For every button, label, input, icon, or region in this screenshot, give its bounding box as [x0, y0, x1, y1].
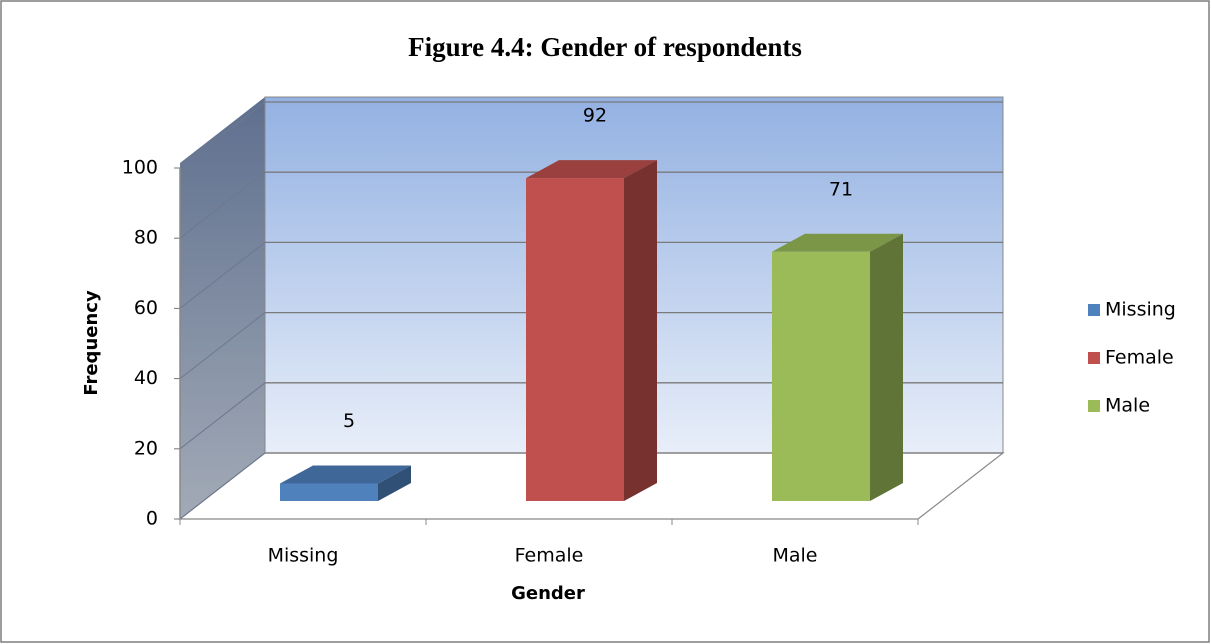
x-tick-label: Female — [515, 545, 584, 567]
bar — [772, 251, 870, 501]
y-tick-label: 80 — [134, 227, 158, 249]
bar-side — [378, 465, 411, 501]
bar — [280, 483, 378, 501]
value-label: 92 — [583, 105, 607, 127]
legend-label: Missing — [1105, 299, 1176, 321]
y-tick-label: 20 — [134, 437, 158, 459]
x-tick-label: Missing — [268, 545, 339, 567]
bar-top — [772, 233, 903, 252]
legend-swatch — [1088, 304, 1100, 316]
legend-label: Male — [1105, 395, 1150, 417]
y-tick-label: 100 — [122, 157, 158, 179]
side-wall — [180, 97, 265, 519]
legend-swatch — [1088, 352, 1100, 364]
grid-line — [179, 171, 266, 239]
chart-title: Figure 4.4: Gender of respondents — [408, 32, 802, 62]
bar-top — [280, 465, 411, 484]
y-axis-title: Frequency — [81, 290, 102, 396]
bar-side — [870, 233, 903, 502]
y-tick-label: 0 — [146, 508, 158, 530]
legend-label: Female — [1105, 347, 1174, 369]
bar-side — [624, 160, 657, 501]
grid-line — [179, 101, 266, 169]
y-tick-label: 60 — [134, 297, 158, 319]
x-axis-title: Gender — [511, 583, 585, 604]
value-label: 5 — [343, 410, 355, 432]
grid-line — [179, 452, 266, 520]
value-label: 71 — [829, 178, 853, 200]
y-tick-label: 40 — [134, 367, 158, 389]
legend-swatch — [1088, 400, 1100, 412]
grid-line — [179, 312, 266, 379]
x-tick-label: Male — [772, 545, 817, 567]
bar-top — [526, 160, 657, 179]
grid-line — [179, 382, 266, 450]
grid-line — [179, 242, 266, 309]
bar — [526, 178, 624, 501]
